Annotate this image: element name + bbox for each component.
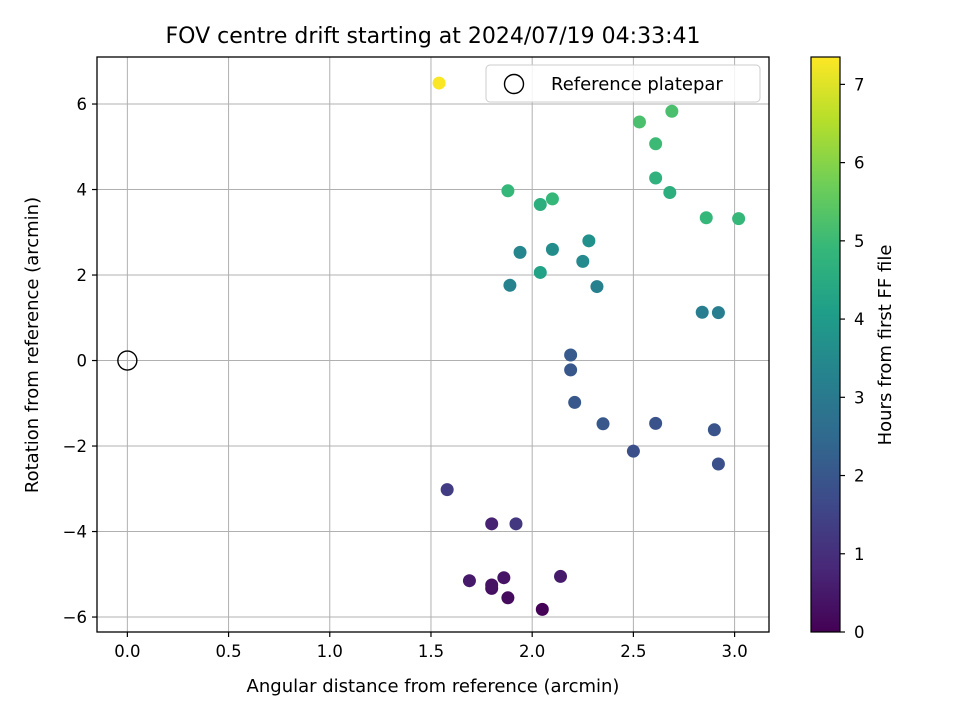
legend: Reference platepar <box>485 64 761 103</box>
data-point <box>711 457 725 471</box>
colorbar-gradient <box>810 56 841 633</box>
x-tick-label: 1.0 <box>317 642 343 661</box>
data-point <box>649 171 663 185</box>
data-point <box>711 306 725 320</box>
data-point <box>626 444 640 458</box>
colorbar-tick-label: 4 <box>854 310 865 329</box>
y-tick-label: 0 <box>77 352 88 371</box>
data-point <box>695 305 709 319</box>
data-point <box>533 197 547 211</box>
colorbar-tick-label: 6 <box>854 154 865 173</box>
data-point <box>665 104 679 118</box>
colorbar-tick-label: 7 <box>854 75 865 94</box>
data-point <box>568 395 582 409</box>
data-point <box>509 517 523 531</box>
x-axis-label: Angular distance from reference (arcmin) <box>247 676 620 697</box>
colorbar-tick-label: 1 <box>854 545 865 564</box>
y-tick-label: −2 <box>63 437 87 456</box>
y-tick-label: 2 <box>77 266 88 285</box>
data-point <box>582 234 596 248</box>
data-point <box>732 212 746 226</box>
data-point <box>462 574 476 588</box>
colorbar: 0 1 2 3 4 5 6 7 <box>810 56 865 642</box>
data-point <box>649 137 663 151</box>
reference-layer <box>117 350 138 371</box>
data-point <box>533 265 547 279</box>
y-tick-label: 6 <box>77 95 88 114</box>
plot-frame <box>96 56 770 633</box>
x-tick-label: 1.5 <box>418 642 444 661</box>
x-tick-label: 2.5 <box>620 642 646 661</box>
data-point <box>596 417 610 431</box>
legend-entry-reference: Reference platepar <box>551 74 723 95</box>
x-tick-label: 2.0 <box>519 642 545 661</box>
data-point <box>513 245 527 259</box>
colorbar-tick-label: 5 <box>854 232 865 251</box>
data-point <box>501 184 515 198</box>
data-point <box>590 280 604 294</box>
data-point <box>663 186 677 200</box>
data-point <box>485 578 499 592</box>
data-point <box>649 416 663 430</box>
colorbar-tick-label: 0 <box>854 623 865 642</box>
y-tick-label: −4 <box>63 523 87 542</box>
x-tick-label: 3.0 <box>721 642 747 661</box>
data-point <box>503 278 517 292</box>
colorbar-tick-label: 3 <box>854 388 865 407</box>
data-point <box>545 192 559 206</box>
data-point <box>564 363 578 377</box>
legend-box <box>485 64 761 103</box>
data-point <box>432 76 446 90</box>
data-point <box>485 517 499 531</box>
data-point <box>576 254 590 268</box>
y-tick-label: 4 <box>77 181 88 200</box>
y-axis-label: Rotation from reference (arcmin) <box>22 197 43 493</box>
data-point <box>707 423 721 437</box>
grid <box>97 57 769 632</box>
data-point <box>535 602 549 616</box>
data-point <box>632 115 646 129</box>
x-tick-label: 0.0 <box>114 642 140 661</box>
data-point <box>497 571 511 585</box>
y-axis: −6 −4 −2 0 2 4 6 <box>63 95 97 627</box>
reference-platepar-marker <box>117 350 138 371</box>
data-point <box>699 211 713 225</box>
x-tick-label: 0.5 <box>215 642 241 661</box>
colorbar-tick-label: 2 <box>854 467 865 486</box>
data-point <box>501 591 515 605</box>
data-point <box>554 569 568 583</box>
data-point <box>545 242 559 256</box>
data-points <box>432 76 746 616</box>
data-point <box>564 348 578 362</box>
colorbar-label: Hours from first FF file <box>875 245 896 446</box>
x-axis: 0.0 0.5 1.0 1.5 2.0 2.5 3.0 <box>114 632 748 661</box>
y-tick-label: −6 <box>63 608 87 627</box>
chart-title: FOV centre drift starting at 2024/07/19 … <box>166 24 701 49</box>
legend-reference-marker <box>503 73 525 95</box>
data-point <box>440 483 454 497</box>
